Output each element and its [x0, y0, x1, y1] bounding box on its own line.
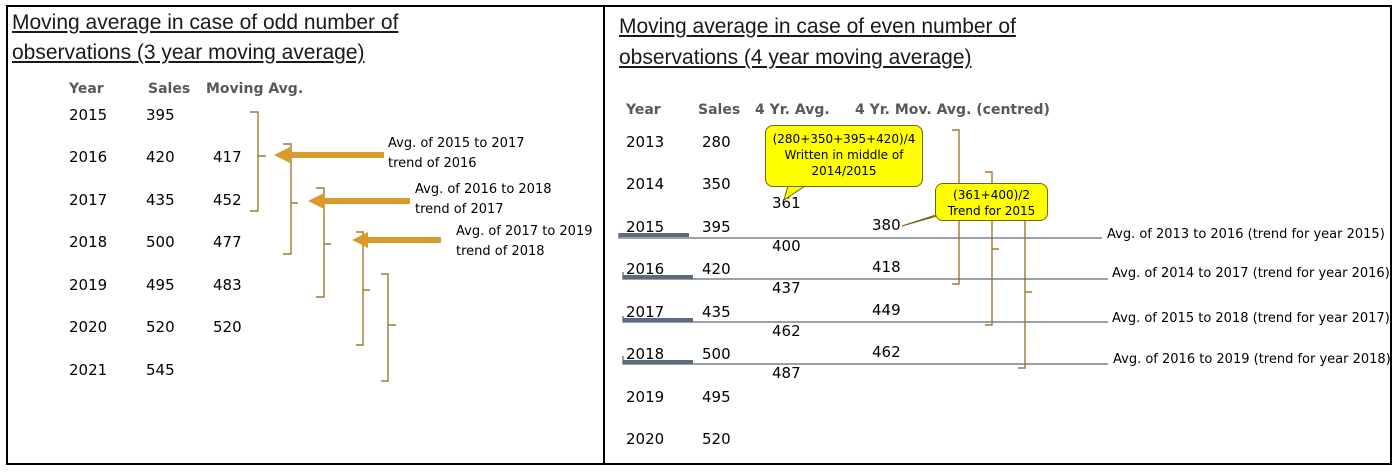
left-year-cell: 2020	[69, 318, 108, 336]
right-sales-cell: 520	[702, 430, 731, 448]
centred-avg-cell: 449	[872, 301, 901, 319]
left-year-cell: 2015	[69, 106, 108, 124]
callout2-line1: (361+400)/2	[953, 188, 1030, 202]
right-year-cell: 2013	[626, 133, 665, 151]
callout-4yr-avg-explanation: (280+350+395+420)/4 Written in middle of…	[765, 125, 923, 187]
arrow-2017	[308, 193, 410, 209]
right-note-2015: Avg. of 2013 to 2016 (trend for year 201…	[1107, 227, 1385, 242]
bracket-2015-2018	[1018, 215, 1032, 369]
left-ma-cell: 452	[213, 191, 242, 209]
four-year-avg-cell: 437	[772, 279, 801, 297]
arrow-2016	[274, 147, 384, 163]
left-note-2018: Avg. of 2017 to 2019 trend of 2018	[456, 222, 593, 262]
left-header-year: Year	[69, 81, 104, 97]
right-note-2018: Avg. of 2016 to 2019 (trend for year 201…	[1113, 352, 1391, 367]
left-note-line1: Avg. of 2017 to 2019	[456, 224, 593, 239]
left-note-line1: Avg. of 2016 to 2018	[415, 182, 552, 197]
right-sales-cell: 500	[702, 345, 731, 363]
right-year-cell: 2018	[626, 345, 665, 363]
right-sales-cell: 350	[702, 175, 731, 193]
right-header-4yr-avg: 4 Yr. Avg.	[755, 102, 830, 118]
right-year-cell: 2020	[626, 430, 665, 448]
right-header-year: Year	[626, 102, 661, 118]
left-sales-cell: 420	[146, 148, 175, 166]
left-ma-cell: 417	[213, 148, 242, 166]
left-sales-cell: 545	[146, 361, 175, 379]
right-header-centred: 4 Yr. Mov. Avg. (centred)	[855, 102, 1050, 118]
left-arrows	[274, 147, 441, 248]
right-sales-cell: 495	[702, 388, 731, 406]
left-year-cell: 2019	[69, 276, 108, 294]
left-sales-cell: 500	[146, 233, 175, 251]
left-sales-cell: 435	[146, 191, 175, 209]
left-sales-cell: 520	[146, 318, 175, 336]
right-header-sales: Sales	[698, 102, 741, 118]
left-note-2016: Avg. of 2015 to 2017 trend of 2016	[388, 134, 525, 174]
left-brackets	[250, 111, 396, 382]
right-connectors	[618, 233, 1108, 365]
left-header-sales: Sales	[148, 81, 191, 97]
callout1-line2: Written in middle of	[784, 148, 904, 162]
four-year-avg-cell: 400	[772, 237, 801, 255]
left-note-line2: trend of 2016	[388, 156, 477, 171]
arrow-2018	[352, 232, 441, 248]
bracket-2016-2018	[283, 143, 298, 255]
callout1-line1: (280+350+395+420)/4	[772, 132, 916, 146]
right-year-cell: 2016	[626, 260, 665, 278]
connector-2017	[622, 316, 1108, 323]
right-sales-cell: 435	[702, 303, 731, 321]
left-note-2017: Avg. of 2016 to 2018 trend of 2017	[415, 180, 552, 220]
right-note-2016: Avg. of 2014 to 2017 (trend for year 201…	[1112, 266, 1390, 281]
left-title-line1: Moving average in case of odd number of	[12, 11, 399, 34]
connector-2015	[618, 233, 1102, 239]
bracket-2018-2020	[356, 231, 370, 346]
right-title-line1: Moving average in case of even number of	[619, 15, 1016, 38]
panel-divider	[603, 5, 605, 465]
left-sales-cell: 495	[146, 276, 175, 294]
four-year-avg-cell: 487	[772, 364, 801, 382]
left-ma-cell: 477	[213, 233, 242, 251]
right-brackets	[952, 129, 1032, 369]
right-year-cell: 2014	[626, 175, 665, 193]
bracket-2017-2019	[316, 187, 331, 298]
outer-frame	[6, 5, 1392, 465]
right-year-cell: 2019	[626, 388, 665, 406]
right-sales-cell: 420	[702, 260, 731, 278]
connector-2018	[622, 356, 1108, 365]
left-note-line2: trend of 2017	[415, 202, 504, 217]
left-ma-cell: 520	[213, 318, 242, 336]
right-sales-cell: 280	[702, 133, 731, 151]
right-year-cell: 2017	[626, 303, 665, 321]
left-header-moving-avg: Moving Avg.	[206, 81, 304, 97]
left-note-line2: trend of 2018	[456, 244, 545, 259]
right-sales-cell: 395	[702, 218, 731, 236]
bracket-2015-2017	[250, 111, 266, 212]
left-sales-cell: 395	[146, 106, 175, 124]
left-year-cell: 2016	[69, 148, 108, 166]
four-year-avg-cell: 462	[772, 322, 801, 340]
left-year-cell: 2017	[69, 191, 108, 209]
bracket-2019-2021	[381, 273, 396, 382]
callout2-line2: Trend for 2015	[947, 204, 1036, 218]
left-title-line2: observations (3 year moving average)	[12, 41, 365, 64]
right-year-cell: 2015	[626, 218, 665, 236]
right-title-line2: observations (4 year moving average)	[619, 46, 972, 69]
left-ma-cell: 483	[213, 276, 242, 294]
connector-2016	[622, 272, 1108, 280]
left-year-cell: 2021	[69, 361, 108, 379]
centred-avg-cell: 380	[872, 216, 901, 234]
centred-avg-cell: 418	[872, 258, 901, 276]
callout-centred-explanation: (361+400)/2 Trend for 2015	[935, 183, 1048, 221]
callout1-line3: 2014/2015	[811, 164, 877, 178]
centred-avg-cell: 462	[872, 343, 901, 361]
left-year-cell: 2018	[69, 233, 108, 251]
four-year-avg-cell: 361	[772, 194, 801, 212]
right-note-2017: Avg. of 2015 to 2018 (trend for year 201…	[1112, 311, 1390, 326]
bracket-2014-2017	[985, 171, 999, 326]
left-note-line1: Avg. of 2015 to 2017	[388, 136, 525, 151]
callout1-pointer	[783, 185, 807, 202]
